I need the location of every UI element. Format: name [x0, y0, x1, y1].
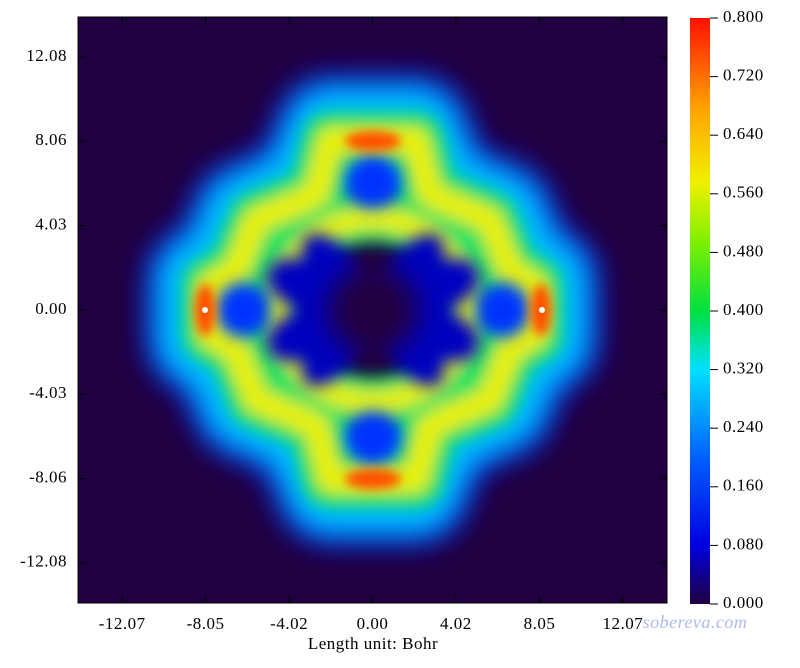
colorbar-tick-label: 0.560	[723, 183, 764, 202]
x-tick-label: -12.07	[99, 614, 146, 633]
x-tick-label: 4.02	[440, 614, 472, 633]
colorbar-tick-label: 0.320	[723, 359, 764, 378]
x-tick-label: -4.02	[270, 614, 308, 633]
colorbar-tick-label: 0.720	[723, 66, 764, 85]
colorbar-tick-label: 0.240	[723, 417, 764, 436]
x-axis-label: Length unit: Bohr	[308, 634, 438, 653]
y-tick-label: 0.00	[35, 299, 67, 318]
colorbar	[690, 18, 710, 604]
x-tick-label: -8.05	[187, 614, 225, 633]
y-tick-label: 4.03	[35, 215, 67, 234]
x-tick-label: 8.05	[524, 614, 556, 633]
heatmap-field	[78, 17, 667, 603]
x-tick-label: 0.00	[357, 614, 389, 633]
y-tick-label: -8.06	[29, 468, 67, 487]
y-tick-label: 12.08	[26, 46, 67, 65]
y-tick-label: -4.03	[29, 383, 67, 402]
y-tick-label: -12.08	[20, 552, 67, 571]
colorbar-tick-label: 0.480	[723, 241, 764, 260]
x-tick-label: 12.07	[602, 614, 643, 633]
colorbar-tick-label: 0.080	[723, 534, 764, 553]
y-tick-label: 8.06	[35, 130, 67, 149]
colorbar-tick-label: 0.640	[723, 124, 764, 143]
colorbar-tick-label: 0.160	[723, 476, 764, 495]
watermark: sobereva.com	[643, 612, 748, 632]
colorbar-tick-label: 0.000	[723, 593, 764, 612]
colorbar-tick-label: 0.800	[723, 7, 764, 26]
colorbar-tick-label: 0.400	[723, 300, 764, 319]
